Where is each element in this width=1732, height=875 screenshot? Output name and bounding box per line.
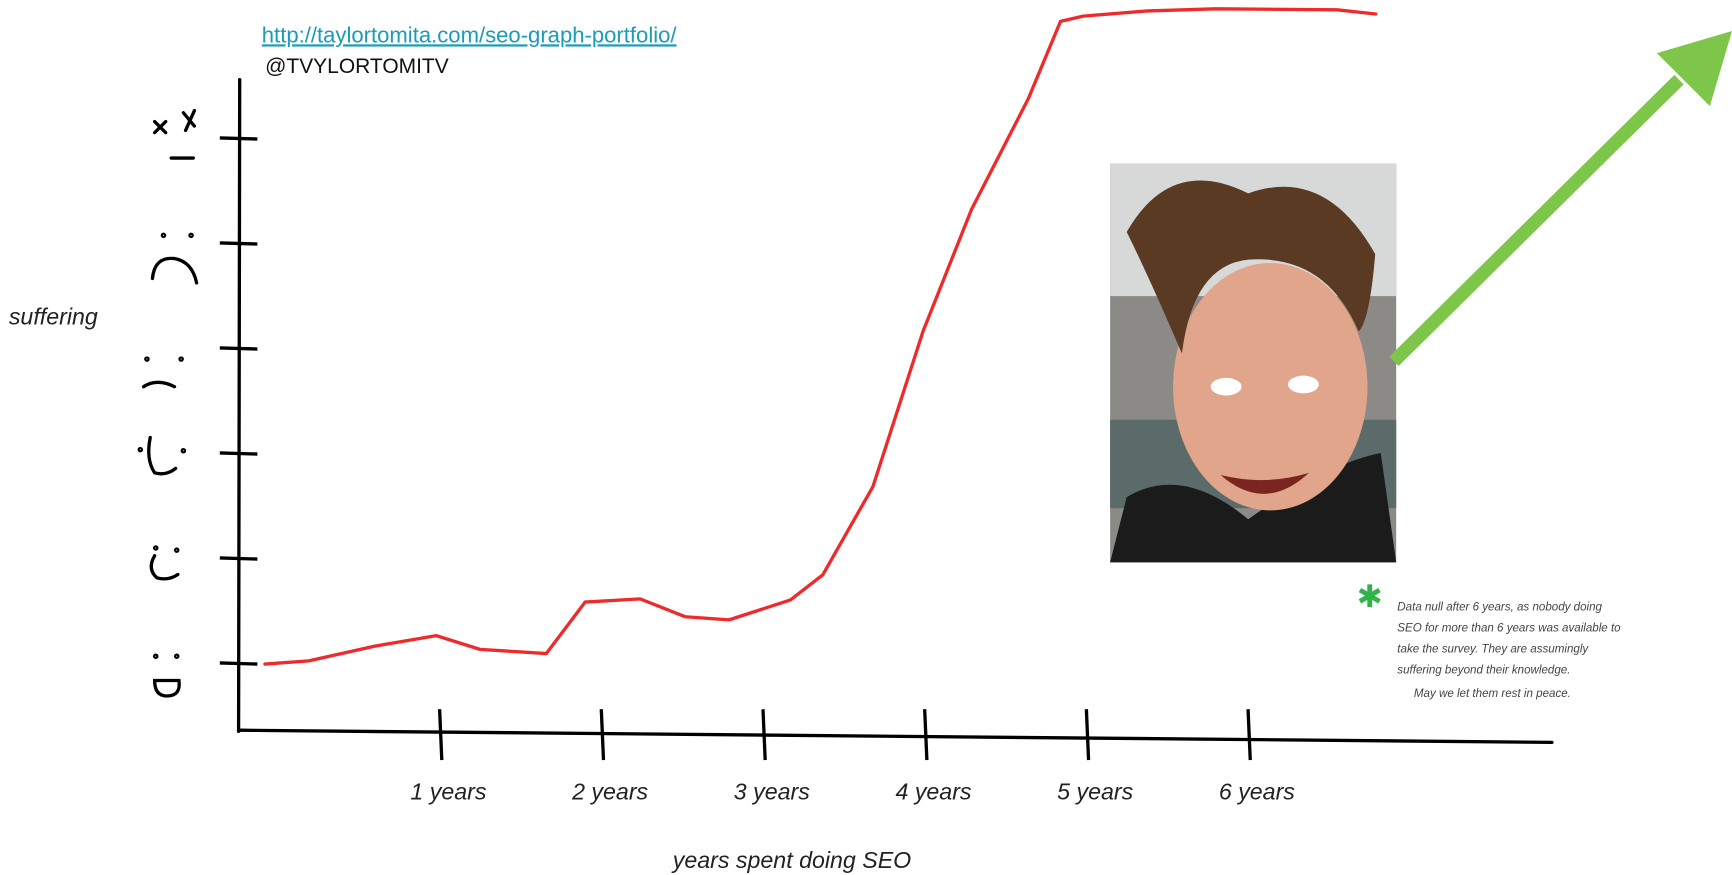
y-tick (220, 663, 258, 664)
green-arrow (1394, 31, 1732, 361)
x-tick-label: 4 years (895, 778, 971, 804)
photo (1110, 164, 1396, 563)
x-tick (440, 709, 442, 760)
x-tick (1248, 709, 1250, 760)
y-tick (220, 348, 258, 349)
y-faces (139, 111, 196, 696)
x-axis (239, 730, 1552, 742)
footnote-line: suffering beyond their knowledge. (1397, 665, 1570, 677)
x-tick (1086, 709, 1088, 760)
y-tick (220, 243, 258, 244)
footnote-line: Data null after 6 years, as nobody doing (1397, 602, 1602, 614)
source-link[interactable]: http://taylortomita.com/seo-graph-portfo… (262, 22, 678, 47)
source-url[interactable]: http://taylortomita.com/seo-graph-portfo… (262, 22, 678, 47)
footnote: Data null after 6 years, as nobody doing… (1397, 602, 1621, 700)
x-tick-label: 6 years (1219, 778, 1295, 804)
y-tick (220, 558, 258, 559)
x-tick-label: 5 years (1057, 778, 1133, 804)
footnote-asterisk: ✱ (1357, 579, 1383, 614)
x-tick-label: 2 years (571, 778, 648, 804)
handle: @TVYLORTOMITV (265, 55, 449, 78)
x-tick-label: 3 years (734, 778, 810, 804)
x-tick (925, 709, 927, 760)
footnote-line: SEO for more than 6 years was available … (1397, 623, 1621, 635)
y-tick (220, 138, 258, 139)
y-axis-label: suffering (9, 303, 98, 329)
x-tick-label: 1 years (410, 778, 486, 804)
x-tick (601, 709, 603, 760)
y-tick (220, 453, 258, 454)
footnote-line: May we let them rest in peace. (1414, 688, 1571, 700)
x-tick (763, 709, 765, 760)
y-axis (239, 80, 240, 732)
x-axis-label: years spent doing SEO (671, 847, 911, 873)
chart: http://taylortomita.com/seo-graph-portfo… (0, 0, 1732, 875)
footnote-line: take the survey. They are assumingly (1397, 644, 1589, 656)
